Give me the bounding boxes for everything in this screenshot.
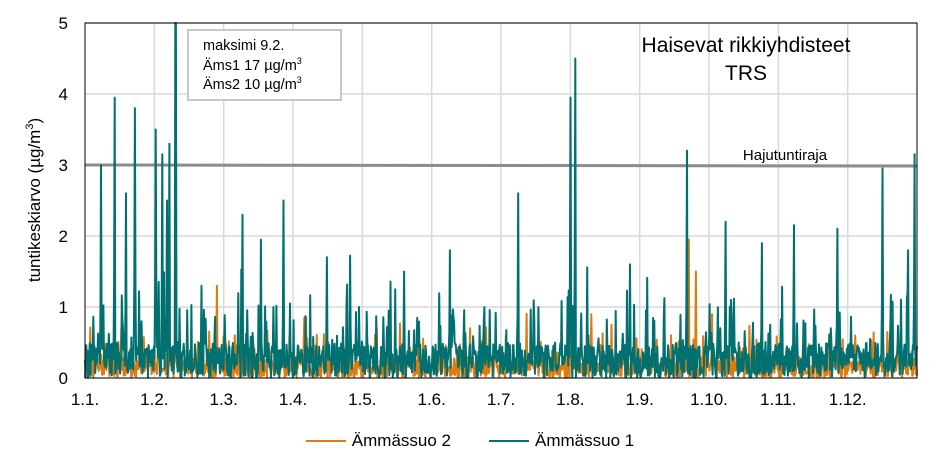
plot-frame [84, 22, 918, 379]
x-tick-label: 1.3. [209, 390, 237, 409]
x-tick-label: 1.12. [829, 390, 867, 409]
x-tick-labels: 1.1. 1.2. 1.3. 1.4. 1.5. 1.6. 1.7. 1.8. 1.9. 1.10… [71, 390, 867, 409]
x-tick-label: 1.9. [625, 390, 653, 409]
legend: Ämmässuo 2 Ämmässuo 1 [0, 431, 940, 451]
series-line-ammassuo-1 [84, 22, 918, 379]
x-tick-label: 1.6. [417, 390, 445, 409]
x-tick-label: 1.1. [71, 390, 99, 409]
x-tick-label: 1.4. [279, 390, 307, 409]
annotation-line-3: Äms2 10 µg/m3 [203, 75, 302, 94]
y-tick-label: 2 [59, 227, 68, 246]
annotation-line-1: maksimi 9.2. [203, 38, 285, 54]
y-tick-label: 1 [59, 298, 68, 317]
legend-item-ammassuo-1: Ämmässuo 1 [489, 431, 634, 451]
x-tick-label: 1.8. [556, 390, 584, 409]
x-tick-label: 1.10. [690, 390, 728, 409]
y-tick-label: 5 [59, 14, 68, 33]
y-tick-label: 0 [59, 369, 68, 388]
chart-title: Haisevat rikkiyhdisteet [642, 34, 851, 57]
legend-swatch-teal [489, 440, 529, 442]
y-axis-label: tuntikeskiarvo (µg/m3) [24, 118, 44, 282]
y-tick-labels: 0 1 2 3 4 5 [59, 14, 68, 388]
max-annotation: maksimi 9.2. Äms1 17 µg/m3 Äms2 10 µg/m3 [187, 29, 342, 101]
x-tick-label: 1.2. [140, 390, 168, 409]
reference-line-group [84, 163, 918, 168]
chart-subtitle: TRS [725, 62, 767, 85]
legend-label: Ämmässuo 2 [351, 431, 451, 450]
y-tick-label: 3 [59, 156, 68, 175]
reference-line-label: Hajutuntiraja [743, 147, 828, 164]
x-tick-label: 1.5. [348, 390, 376, 409]
x-tick-label: 1.11. [760, 390, 797, 409]
annotation-line-2: Äms1 17 µg/m3 [203, 55, 302, 74]
legend-swatch-orange [305, 440, 346, 442]
series-group [84, 22, 918, 379]
legend-label: Ämmässuo 1 [535, 431, 635, 450]
y-tick-label: 4 [59, 85, 68, 104]
x-tick-label: 1.7. [487, 390, 515, 409]
reference-line [84, 163, 918, 168]
legend-item-ammassuo-2: Ämmässuo 2 [305, 431, 451, 451]
